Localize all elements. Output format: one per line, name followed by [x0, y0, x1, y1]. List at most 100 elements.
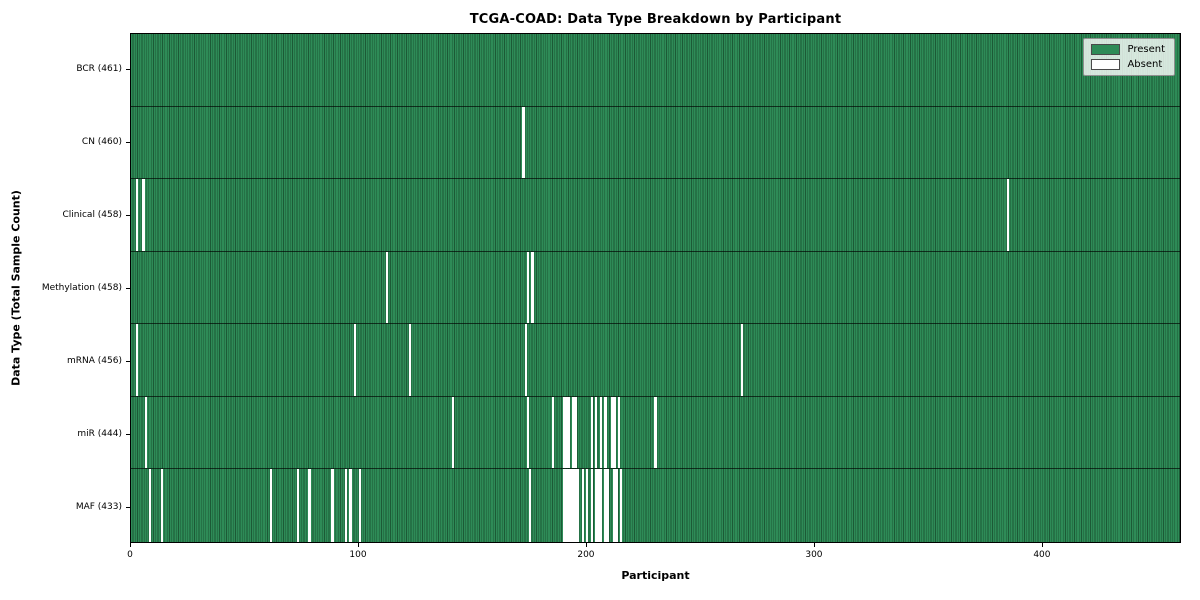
absent-cell-MAF	[269, 469, 273, 542]
absent-cell-miR	[551, 396, 555, 469]
xtick-label-100: 100	[349, 550, 367, 560]
row-Methylation	[131, 251, 1180, 325]
absent-cell-miR	[565, 396, 568, 469]
legend-swatch-present-icon	[1091, 44, 1121, 55]
absent-cell-miR	[654, 396, 657, 469]
legend-label-absent: Absent	[1127, 59, 1163, 70]
absent-cell-Methylation	[531, 251, 534, 324]
absent-cell-Clinical	[1007, 179, 1010, 251]
absent-cell-MAF	[570, 469, 573, 542]
absent-cell-mRNA	[524, 324, 527, 396]
absent-cell-MAF	[529, 469, 532, 542]
absent-cell-MAF	[581, 469, 584, 542]
absent-cell-MAF	[331, 469, 334, 542]
absent-cell-MAF	[590, 469, 593, 542]
ytick-label-Clinical: Clinical (458)	[62, 210, 122, 221]
absent-cell-MAF	[572, 469, 575, 542]
absent-cell-miR	[590, 396, 593, 469]
chart-title: TCGA-COAD: Data Type Breakdown by Partic…	[469, 12, 842, 27]
absent-cell-CN	[522, 106, 525, 179]
xtick-mark	[130, 543, 131, 547]
legend-label-present: Present	[1127, 44, 1165, 55]
absent-cell-MAF	[297, 469, 300, 542]
absent-cell-MAF	[344, 469, 348, 542]
absent-cell-miR	[526, 396, 530, 469]
absent-cell-MAF	[615, 469, 618, 542]
absent-cell-Clinical	[135, 179, 138, 251]
plot-area: Present Absent	[130, 33, 1181, 543]
absent-cell-MAF	[160, 469, 163, 542]
ytick-mark	[126, 215, 130, 217]
absent-cell-MAF	[599, 469, 603, 542]
absent-cell-MAF	[308, 469, 311, 542]
absent-cell-miR	[574, 396, 577, 469]
absent-cell-miR	[604, 396, 607, 469]
absent-cell-MAF	[358, 469, 361, 542]
absent-cell-miR	[595, 396, 598, 469]
ytick-label-miR: miR (444)	[77, 428, 122, 439]
absent-cell-MAF	[606, 469, 609, 542]
x-axis-title: Participant	[621, 569, 690, 582]
absent-cell-miR	[144, 396, 147, 469]
ytick-label-BCR: BCR (461)	[76, 64, 122, 75]
absent-cell-miR	[567, 396, 571, 469]
xtick-mark	[585, 543, 587, 547]
absent-cell-miR	[451, 396, 455, 469]
ytick-mark	[126, 69, 130, 71]
absent-cell-MAF	[595, 469, 598, 542]
absent-cell-miR	[613, 396, 616, 469]
legend: Present Absent	[1083, 38, 1175, 76]
absent-cell-MAF	[604, 469, 607, 542]
absent-cell-MAF	[563, 469, 566, 542]
row-mRNA	[131, 324, 1180, 397]
absent-cell-mRNA	[353, 324, 357, 396]
absent-cell-mRNA	[408, 324, 411, 396]
absent-cell-MAF	[565, 469, 568, 542]
absent-cell-MAF	[597, 469, 600, 542]
absent-cell-MAF	[574, 469, 577, 542]
absent-cell-MAF	[620, 469, 623, 542]
absent-cell-MAF	[567, 469, 571, 542]
ytick-mark	[126, 288, 130, 289]
ytick-mark	[126, 506, 130, 508]
row-BCR	[131, 34, 1180, 107]
row-Clinical	[131, 179, 1180, 252]
xtick-label-200: 200	[577, 550, 595, 560]
absent-cell-mRNA	[135, 324, 138, 396]
legend-swatch-absent-icon	[1091, 59, 1121, 70]
absent-cell-Methylation	[526, 251, 530, 324]
xtick-mark	[357, 543, 359, 547]
row-miR	[131, 396, 1180, 470]
xtick-label-300: 300	[805, 550, 823, 560]
ytick-mark	[126, 360, 130, 362]
legend-item-present: Present	[1091, 44, 1165, 55]
absent-cell-MAF	[349, 469, 352, 542]
xtick-mark	[813, 543, 815, 547]
absent-cell-Clinical	[142, 179, 145, 251]
ytick-label-Methylation: Methylation (458)	[41, 283, 122, 293]
absent-cell-Methylation	[385, 251, 389, 324]
legend-item-absent: Absent	[1091, 59, 1165, 70]
absent-cell-miR	[563, 396, 566, 469]
ytick-mark	[126, 433, 130, 435]
absent-cell-MAF	[576, 469, 580, 542]
ytick-label-MAF: MAF (433)	[75, 501, 122, 512]
ytick-mark	[126, 142, 130, 144]
absent-cell-miR	[599, 396, 603, 469]
row-MAF	[131, 469, 1180, 542]
xtick-label-400: 400	[1033, 550, 1051, 560]
absent-cell-miR	[617, 396, 621, 469]
absent-cell-MAF	[586, 469, 589, 542]
ytick-label-CN: CN (460)	[81, 137, 122, 148]
absent-cell-MAF	[149, 469, 152, 542]
xtick-label-0: 0	[127, 550, 133, 560]
absent-cell-miR	[572, 396, 575, 469]
absent-cell-mRNA	[740, 324, 744, 396]
ytick-label-mRNA: mRNA (456)	[67, 355, 122, 366]
y-axis-title: Data Type (Total Sample Count)	[9, 190, 23, 386]
absent-cell-MAF	[613, 469, 616, 542]
xtick-mark	[1041, 543, 1043, 547]
row-CN	[131, 106, 1180, 180]
absent-cell-miR	[611, 396, 614, 469]
